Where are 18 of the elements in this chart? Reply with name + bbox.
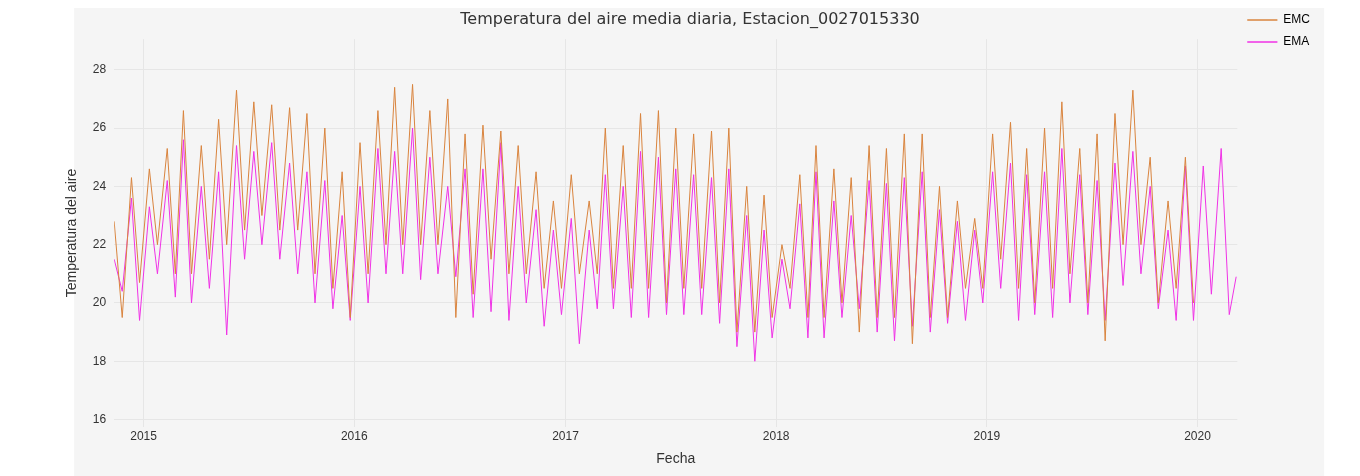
- y-tick-label: 22: [92, 236, 107, 251]
- x-tick-label: 2018: [762, 429, 790, 444]
- y-tick-label: 18: [92, 353, 107, 368]
- chart-title: Temperatura del aire media diaria, Estacion_0027015330: [459, 8, 920, 29]
- x-tick-label: 2019: [973, 429, 1001, 444]
- legend-label: EMA: [1283, 34, 1310, 49]
- x-tick-label: 2017: [552, 429, 580, 444]
- y-tick-label: 28: [92, 62, 107, 77]
- y-tick-label: 16: [92, 411, 107, 426]
- y-axis-title: Temperatura del aire: [63, 168, 80, 298]
- legend-label: EMC: [1283, 12, 1311, 27]
- y-tick-label: 24: [92, 178, 107, 193]
- x-tick-label: 2015: [130, 429, 158, 444]
- x-tick-label: 2020: [1184, 429, 1212, 444]
- y-tick-label: 26: [92, 120, 107, 135]
- x-axis-title: Fecha: [656, 450, 696, 467]
- x-tick-label: 2016: [340, 429, 368, 444]
- y-tick-label: 20: [92, 295, 107, 310]
